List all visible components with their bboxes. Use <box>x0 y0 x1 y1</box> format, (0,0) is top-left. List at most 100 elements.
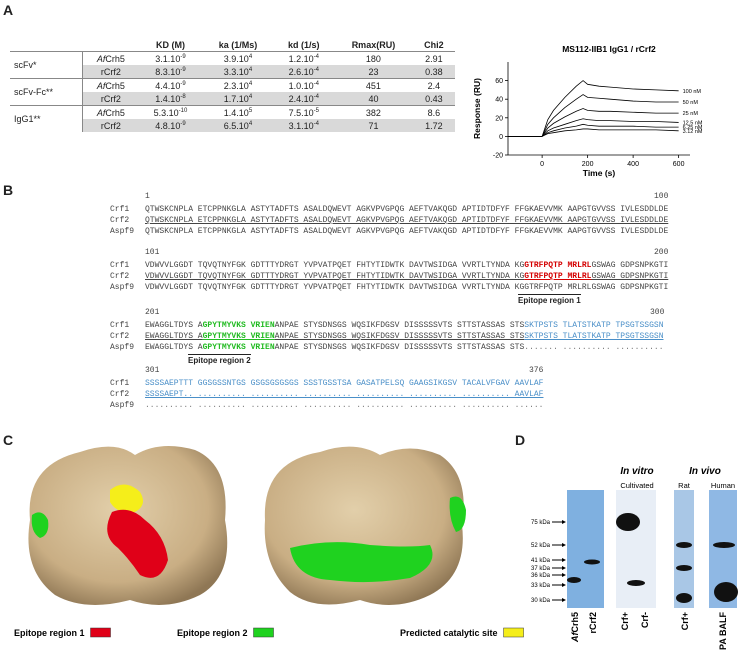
marker-label: 36 kDa <box>531 573 551 579</box>
header-cell: kd (1/s) <box>288 39 320 50</box>
band <box>676 542 692 548</box>
blot-bands <box>567 513 738 603</box>
epitope-annotation: Epitope region 1 <box>518 294 581 305</box>
sequence-name: Crf2 <box>110 272 130 281</box>
ligand-name: Crh5 <box>105 80 125 91</box>
y-tick-label: -20 <box>493 153 503 160</box>
cell-exponent: -9 <box>180 120 186 127</box>
sequence-row: EWAGGLTDYS AGPYTMYVKS VRIENANPAE STYSDNS… <box>145 320 664 332</box>
sequence-name: Crf1 <box>110 379 130 388</box>
cell-exponent: -4 <box>313 120 319 127</box>
sequence-segment: GPYTMYVKS VRIEN <box>202 343 275 352</box>
ligand-name: Crh5 <box>105 107 125 118</box>
table-cell: 8.3.10-9 <box>138 65 203 79</box>
table-row: rCrf2 4.8.10-9 6.5.104 3.1.10-4 71 1.72 <box>10 119 455 132</box>
ligand-cell: AfCrh5 <box>82 105 139 119</box>
x-tick-label: 0 <box>540 161 544 168</box>
sequence-segment: EWAGGLTDYS A <box>145 321 203 330</box>
sequence-segment: ANPAE STYSDNSGS WQSIKFDGSV DISSSSSVTS ST… <box>274 321 525 330</box>
cell-exponent: -9 <box>180 80 186 87</box>
x-tick-label: 200 <box>582 161 594 168</box>
series-line <box>508 118 679 137</box>
series-label: 100 nM <box>683 89 702 95</box>
sequence-segment: GSWAG GDPSNPKGTI <box>591 261 669 270</box>
sequence-segment: SKTPSTS TLATSTKATP TPSGTSSGSN <box>524 321 664 330</box>
table-cell: 1.4.10-8 <box>138 92 203 106</box>
lane-label: Crf+ <box>680 612 690 630</box>
sequence-segment: QTWSKCNPLA ETCPPNKGLA ASTYTADFTS ASALDQW… <box>145 227 669 236</box>
epitope-2-patch <box>449 496 466 532</box>
series-label: 12.5 nM <box>683 120 703 126</box>
cell-base: 2.6.10 <box>288 66 314 77</box>
epitope-1-patch <box>107 509 168 578</box>
table-cell: 3.1.10-4 <box>273 119 335 132</box>
header-cell: KD (M) <box>155 39 185 50</box>
y-axis-label: Response (RU) <box>472 78 482 139</box>
sequence-row: EWAGGLTDYS AGPYTMYVKS VRIENANPAE STYSDNS… <box>145 342 664 354</box>
sequence-segment: ANPAE STYSDNSGS WQSIKFDGSV DISSSSSVTS ST… <box>274 332 525 341</box>
group-label: scFv* <box>10 51 84 79</box>
series-label: 3.12 nM <box>683 129 703 135</box>
lane-name: Crf- <box>640 612 650 628</box>
cell-base: 3.1.10 <box>155 53 181 64</box>
table-cell: 1.2.10-4 <box>273 51 335 65</box>
catalytic-site-patch <box>110 484 144 513</box>
table-cell: 7.5.10-5 <box>273 105 335 119</box>
panel-label: B <box>3 182 14 198</box>
ligand-name: rCrf2 <box>100 120 121 131</box>
cell-exponent: -4 <box>313 80 319 87</box>
cell-base: 7.5.10 <box>288 107 314 118</box>
marker-label: 30 kDa <box>531 598 551 604</box>
epitope-2-patch <box>31 512 49 538</box>
sequence-name: Crf2 <box>110 332 130 341</box>
cell-base: 8.3.10 <box>155 66 181 77</box>
table-cell: 1.72 <box>412 119 455 132</box>
cell-exponent: 4 <box>248 80 253 87</box>
lane-label: IPA BALF <box>718 612 728 650</box>
ligand-cell: rCrf2 <box>82 92 139 106</box>
cell-exponent: -4 <box>313 53 319 60</box>
cell-base: 1.2.10 <box>288 53 314 64</box>
marker-label: 33 kDa <box>531 583 551 589</box>
table-cell: 4.4.10-9 <box>138 78 203 92</box>
position-end: 376 <box>529 366 544 375</box>
cell-exponent: -4 <box>313 66 319 73</box>
kinetics-table: KD (M) ka (1/Ms) kd (1/s) Rmax(RU) Chi2 scFv*… <box>10 38 455 132</box>
sequence-row: SSSSAEPTTT GGSGSSNTGS GSGSGSGSGS SSSTGSS… <box>145 378 543 390</box>
table-cell: 1.4.105 <box>202 105 274 119</box>
table-cell: 3.9.104 <box>202 51 274 65</box>
table-row: rCrf2 1.4.10-8 1.7.104 2.4.10-4 40 0.43 <box>10 92 455 106</box>
cell-exponent: -9 <box>180 66 186 73</box>
legend-label: Predicted catalytic site <box>400 628 498 638</box>
position-start: 101 <box>145 248 160 257</box>
legend-swatch <box>90 627 111 638</box>
sequence-name: Aspf9 <box>110 283 135 292</box>
header-cell: Chi2 <box>424 39 444 50</box>
band <box>567 577 581 583</box>
cell-exponent: 4 <box>248 93 253 100</box>
lane-label: rCrf2 <box>588 612 598 634</box>
series-line <box>508 123 679 137</box>
y-tick-label: 40 <box>495 97 503 104</box>
cell-base: 1.7.10 <box>223 93 249 104</box>
panel-label: C <box>3 432 14 448</box>
sequence-segment: VDWVVLGGDT TQVQTNYFGK GDTTTYDRGT YVPVATP… <box>145 261 525 270</box>
cell-base: 2.3.10 <box>223 80 249 91</box>
table-row: scFv-Fc** AfCrh5 4.4.10-9 2.3.104 1.0.10-4 45… <box>10 78 455 106</box>
position-start: 1 <box>145 192 150 201</box>
cell-exponent: -10 <box>178 107 188 114</box>
series-line <box>508 128 679 137</box>
position-end: 300 <box>650 308 665 317</box>
position-end: 100 <box>654 192 669 201</box>
table-cell: 3.1.10-9 <box>138 51 203 65</box>
marker-arrowhead <box>562 573 566 577</box>
sequence-name: Crf1 <box>110 261 130 270</box>
header-cell: Rmax(RU) <box>351 39 396 50</box>
table-cell: 0.38 <box>412 65 455 79</box>
table-row: IgG1** AfCrh5 5.3.10-10 1.4.105 7.5.10-5 382 8… <box>10 105 455 132</box>
sequence-segment: ANPAE STYSDNSGS WQSIKFDGSV DISSSSSVTS ST… <box>274 343 525 352</box>
sequence-segment: GSWAG GDPSNPKGTI <box>591 272 669 281</box>
